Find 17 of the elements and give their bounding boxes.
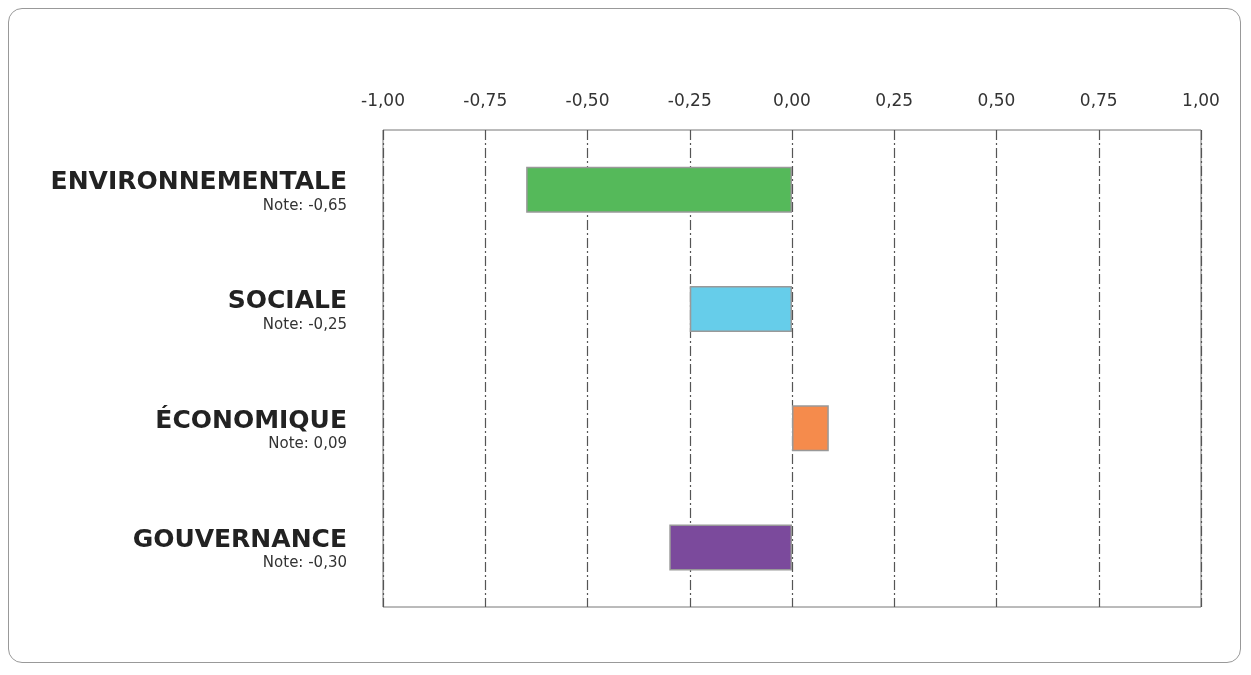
x-tick-label: -0,25 [667,89,712,110]
data-label: Note: -0,30 [262,553,347,572]
x-tick-label: 0,50 [977,89,1016,110]
x-tick-label: 1,00 [1182,89,1220,110]
x-tick-label: -0,50 [565,89,610,110]
x-tick-label: -1,00 [361,89,405,110]
data-label: Note: -0,65 [262,195,347,214]
data-label: Note: 0,09 [268,434,347,453]
y-tick-label: ÉCONOMIQUE [155,404,347,434]
x-tick-label: 0,00 [773,89,811,110]
x-tick-label: 0,25 [875,89,914,110]
data-label: Note: -0,25 [262,314,347,333]
y-tick-label: GOUVERNANCE [132,523,347,553]
x-tick-label: -0,75 [463,89,508,110]
y-tick-label: SOCIALE [227,285,347,315]
x-tick-label: 0,75 [1079,89,1118,110]
y-tick-label: ENVIRONNEMENTALE [50,166,347,196]
